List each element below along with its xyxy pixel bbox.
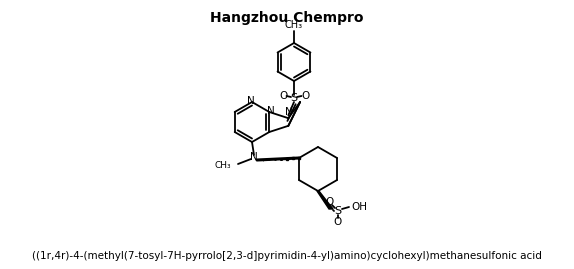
Text: Hangzhou Chempro: Hangzhou Chempro	[210, 11, 364, 25]
Text: O: O	[334, 217, 342, 227]
Text: OH: OH	[351, 202, 367, 212]
Text: ((1r,4r)-4-(methyl(7-tosyl-7H-pyrrolo[2,3-d]pyrimidin-4-yl)amino)cyclohexyl)meth: ((1r,4r)-4-(methyl(7-tosyl-7H-pyrrolo[2,…	[32, 251, 542, 261]
Text: N: N	[285, 107, 293, 117]
Polygon shape	[317, 191, 333, 209]
Text: O: O	[301, 91, 309, 101]
Text: N: N	[250, 152, 258, 162]
Text: O: O	[326, 197, 334, 207]
Text: S: S	[290, 93, 297, 103]
Text: CH₃: CH₃	[214, 161, 231, 171]
Text: O: O	[279, 91, 287, 101]
Text: N: N	[267, 106, 275, 116]
Text: S: S	[335, 206, 342, 216]
Text: CH₃: CH₃	[285, 20, 303, 30]
Text: N: N	[247, 96, 255, 106]
